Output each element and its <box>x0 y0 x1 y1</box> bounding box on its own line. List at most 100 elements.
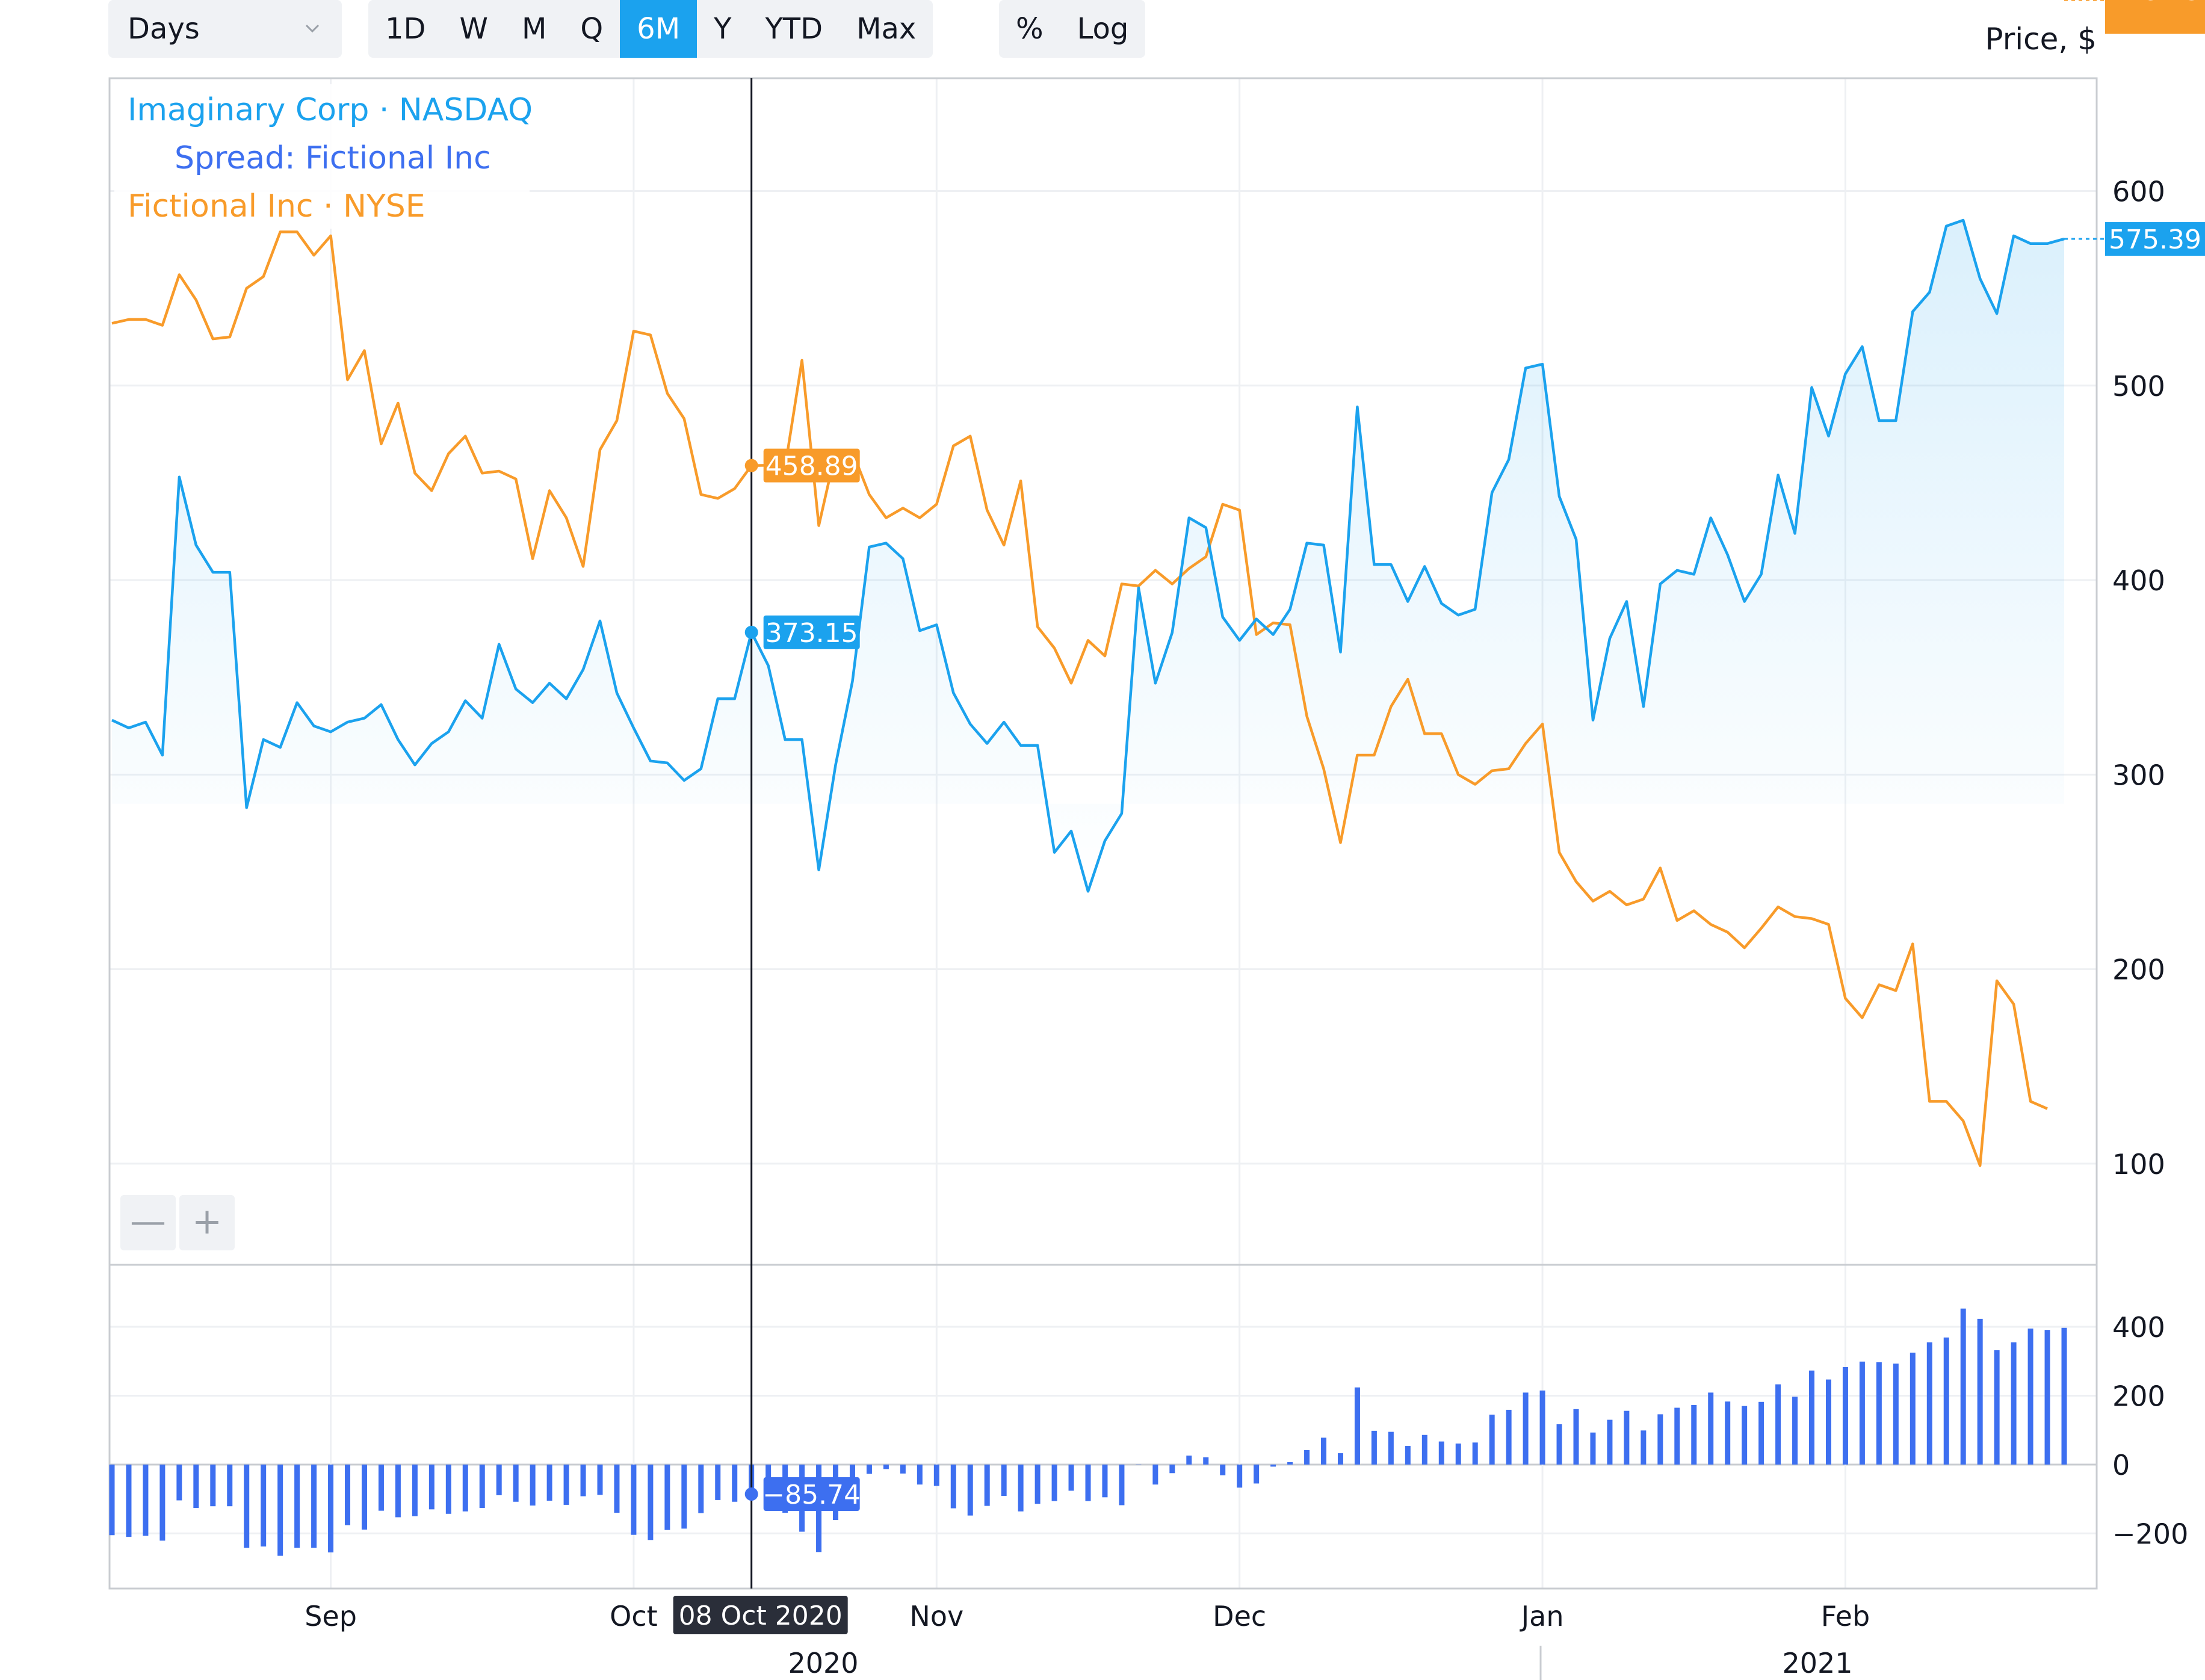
series-lines <box>111 218 2065 1167</box>
spread-bar <box>950 1464 956 1509</box>
spread-bar <box>967 1464 973 1516</box>
spread-bar <box>1926 1342 1932 1465</box>
crosshair-date: 08 Oct 2020 <box>679 1601 843 1631</box>
spread-bar <box>1051 1464 1057 1501</box>
spread-bar <box>1337 1453 1343 1465</box>
spread-bar <box>1018 1464 1024 1512</box>
spread-bar <box>1237 1464 1243 1488</box>
spread-bar <box>294 1464 300 1548</box>
spread-bar <box>395 1464 401 1518</box>
spread-pane-border <box>108 1264 2098 1590</box>
spread-bar <box>1725 1401 1731 1465</box>
spread-tick-label: −200 <box>2112 1518 2188 1550</box>
spread-bar <box>1641 1430 1647 1465</box>
spread-bar <box>1371 1430 1377 1465</box>
spread-bar <box>345 1464 351 1525</box>
zoom-out-button[interactable]: — <box>120 1195 176 1250</box>
spread-bar <box>614 1464 620 1513</box>
spread-bar <box>1254 1464 1260 1484</box>
spread-bar <box>1539 1390 1545 1465</box>
legend-fictional: Fictional Inc · NYSE <box>128 188 425 224</box>
last-value-badges: 575.39 128.25 <box>2064 0 2205 256</box>
spread-tick-label: 200 <box>2112 1380 2165 1412</box>
year-label: 2020 <box>788 1647 858 1679</box>
spread-bar <box>1001 1464 1007 1496</box>
spread-bar <box>227 1464 233 1507</box>
legend: Imaginary Corp · NASDAQ Spread: Fictiona… <box>114 84 533 229</box>
spread-bar <box>1455 1444 1461 1465</box>
spread-bar <box>126 1464 132 1537</box>
interval-select[interactable]: Days <box>108 0 342 58</box>
range-button-max[interactable]: Max <box>856 12 917 46</box>
spread-bar <box>261 1464 267 1547</box>
spread-bar <box>1775 1384 1781 1465</box>
crosshair-imaginary-value: 373.15 <box>765 618 858 649</box>
spread-bar <box>1203 1457 1209 1465</box>
spread-bar <box>546 1464 552 1501</box>
month-label: Jan <box>1520 1600 1564 1632</box>
spread-bar <box>1691 1404 1697 1465</box>
spread-bar <box>1657 1414 1663 1465</box>
crosshair-fictional-value: 458.89 <box>765 451 858 482</box>
spread-bar <box>1960 1308 1966 1465</box>
price-tick-label: 400 <box>2112 564 2165 597</box>
spread-bar <box>1758 1401 1764 1465</box>
spread-bar <box>698 1464 704 1513</box>
spread-bar <box>328 1464 334 1552</box>
spread-bar <box>1708 1392 1714 1465</box>
crosshair-spread-value: −85.74 <box>762 1480 861 1510</box>
spread-bar <box>1421 1434 1427 1465</box>
spread-bar <box>159 1464 165 1541</box>
zoom-in-button[interactable]: + <box>179 1195 235 1250</box>
percent-scale-button[interactable]: % <box>1016 12 1044 46</box>
month-label: Nov <box>909 1600 963 1632</box>
spread-bar <box>681 1464 687 1529</box>
crosshair-fictional-value-bg <box>763 448 860 483</box>
spread-bar <box>883 1464 889 1469</box>
spread-bar <box>715 1464 721 1500</box>
crosshair-spread-value-bg <box>763 1477 860 1512</box>
imaginary-area <box>112 220 2064 892</box>
price-tick-label: 500 <box>2112 370 2165 403</box>
spread-bar <box>193 1464 199 1509</box>
imaginary-area-fill <box>112 220 2064 892</box>
year-label: 2021 <box>1782 1647 1852 1679</box>
price-tick-label: 200 <box>2112 954 2165 986</box>
range-button-m[interactable]: M <box>521 12 547 46</box>
crosshair-imaginary-dot <box>744 625 758 639</box>
month-label: Dec <box>1213 1600 1266 1632</box>
spread-bar <box>597 1464 603 1495</box>
legend-spread: Spread: Fictional Inc <box>175 140 491 176</box>
spread-bar <box>1590 1432 1596 1465</box>
spread-bar <box>1472 1442 1478 1465</box>
spread-tick-label: 0 <box>2112 1449 2130 1481</box>
spread-bar <box>1556 1424 1562 1465</box>
spread-bar <box>1119 1464 1125 1506</box>
spread-bar <box>580 1464 586 1496</box>
crosshair-date-bg <box>673 1596 848 1634</box>
spread-bar <box>1321 1438 1327 1465</box>
month-label: Feb <box>1821 1600 1870 1632</box>
range-button-6m[interactable]: 6M <box>620 0 697 58</box>
zoom-controls: — + <box>120 1195 235 1250</box>
range-button-w[interactable]: W <box>459 12 488 46</box>
imaginary-last-value-bg <box>2105 222 2205 256</box>
spread-bar <box>1068 1464 1074 1491</box>
spread-bar <box>462 1464 468 1512</box>
spread-bar <box>1085 1464 1091 1501</box>
crosshair: 373.15 458.89 −85.74 08 Oct 2020 <box>673 78 861 1634</box>
log-scale-button[interactable]: Log <box>1077 12 1129 46</box>
range-button-ytd[interactable]: YTD <box>765 12 823 46</box>
interval-select-value: Days <box>128 12 200 46</box>
spread-bar <box>1304 1450 1310 1465</box>
spread-bar <box>1523 1392 1529 1465</box>
spread-bar <box>244 1464 250 1548</box>
spread-bar <box>1876 1362 1882 1465</box>
legend-imaginary: Imaginary Corp · NASDAQ <box>128 92 533 128</box>
range-button-q[interactable]: Q <box>580 12 604 46</box>
spread-bar <box>1674 1407 1680 1465</box>
range-button-1d[interactable]: 1D <box>385 12 426 46</box>
month-label: Oct <box>610 1600 658 1632</box>
range-button-y[interactable]: Y <box>714 12 732 46</box>
